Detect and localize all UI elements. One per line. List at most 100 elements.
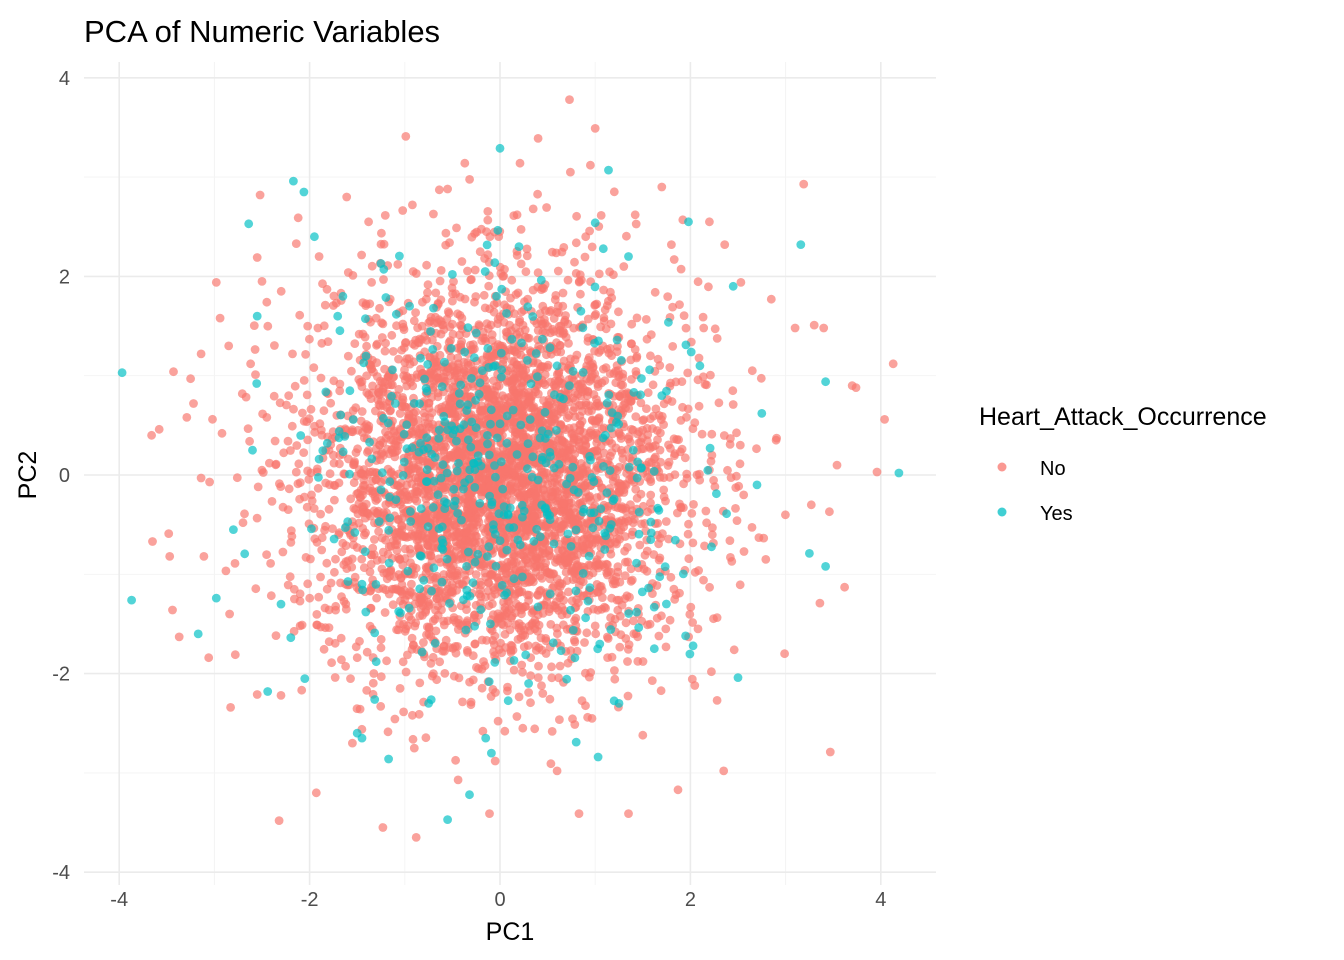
- data-point-no: [323, 337, 333, 346]
- data-point-yes: [438, 460, 448, 469]
- data-point-no: [335, 386, 345, 396]
- data-point-yes: [703, 465, 713, 475]
- data-point-yes: [427, 586, 436, 596]
- data-point-no: [511, 290, 521, 299]
- data-point-no: [747, 523, 757, 532]
- data-point-no: [591, 629, 601, 639]
- data-point-no: [546, 620, 556, 629]
- data-point-no: [204, 653, 214, 663]
- data-point-no: [809, 320, 819, 330]
- data-point-no: [555, 328, 564, 338]
- data-point-no: [357, 407, 367, 416]
- data-point-no: [306, 404, 316, 414]
- data-point-yes: [570, 653, 580, 663]
- data-point-yes: [821, 562, 830, 571]
- data-point-no: [613, 562, 623, 571]
- data-point-no: [679, 311, 689, 320]
- data-point-yes: [371, 580, 381, 589]
- data-point-yes: [525, 415, 535, 424]
- data-point-no: [620, 546, 629, 556]
- data-point-no: [330, 495, 339, 505]
- data-point-no: [663, 292, 673, 301]
- data-point-yes: [463, 323, 473, 332]
- data-point-no: [406, 549, 416, 558]
- data-point-no: [386, 565, 396, 575]
- data-point-no: [418, 297, 427, 307]
- data-point-no: [693, 277, 703, 287]
- data-point-yes: [536, 275, 546, 285]
- data-point-no: [562, 489, 572, 499]
- data-point-yes: [445, 599, 454, 608]
- data-point-yes: [565, 473, 575, 483]
- data-point-no: [565, 95, 574, 104]
- data-point-no: [551, 291, 561, 300]
- data-point-no: [221, 566, 231, 576]
- data-point-no: [509, 377, 518, 386]
- data-point-no: [271, 459, 281, 469]
- data-point-yes: [601, 531, 611, 541]
- data-point-yes: [491, 472, 500, 482]
- data-point-yes: [399, 457, 409, 467]
- data-point-yes: [422, 433, 432, 442]
- data-point-no: [687, 509, 697, 518]
- data-point-no: [526, 698, 535, 708]
- data-point-no: [452, 223, 461, 233]
- data-point-no: [542, 203, 551, 212]
- data-point-yes: [546, 452, 555, 461]
- data-point-yes: [517, 338, 526, 348]
- data-point-no: [346, 674, 355, 683]
- data-point-yes: [391, 309, 401, 319]
- data-point-no: [399, 707, 408, 717]
- data-point-yes: [456, 380, 466, 390]
- data-point-no: [376, 643, 386, 653]
- data-point-no: [636, 398, 646, 408]
- data-point-no: [394, 570, 404, 579]
- data-point-no: [616, 431, 626, 441]
- data-point-no: [629, 616, 638, 626]
- data-point-yes: [681, 340, 691, 350]
- data-point-no: [411, 308, 420, 317]
- data-point-no: [578, 465, 588, 475]
- data-point-no: [514, 692, 524, 702]
- data-point-no: [489, 307, 499, 317]
- data-point-no: [664, 457, 674, 467]
- data-point-yes: [314, 454, 324, 464]
- data-point-yes: [628, 445, 638, 455]
- data-point-no: [675, 300, 684, 309]
- data-point-yes: [395, 251, 404, 261]
- data-point-no: [723, 465, 732, 475]
- data-point-yes: [296, 431, 306, 440]
- data-point-no: [393, 260, 403, 269]
- data-point-yes: [523, 356, 532, 365]
- data-point-no: [704, 282, 713, 292]
- data-point-no: [349, 478, 359, 488]
- data-point-no: [594, 269, 604, 279]
- data-point-no: [407, 633, 417, 643]
- data-point-yes: [414, 447, 424, 457]
- data-point-yes: [299, 187, 309, 197]
- data-point-no: [500, 565, 510, 575]
- data-point-no: [557, 602, 567, 612]
- data-point-yes: [321, 387, 331, 397]
- data-point-yes: [468, 578, 478, 588]
- data-point-no: [313, 483, 323, 493]
- data-point-yes: [453, 509, 462, 518]
- data-point-no: [609, 270, 618, 280]
- data-point-yes: [556, 646, 566, 656]
- data-point-yes: [322, 438, 332, 448]
- data-point-no: [395, 684, 405, 693]
- data-point-no: [284, 484, 294, 494]
- data-point-yes: [541, 434, 550, 443]
- data-point-no: [632, 353, 641, 363]
- data-point-no: [533, 134, 543, 143]
- data-point-yes: [497, 580, 507, 590]
- data-point-no: [519, 432, 529, 442]
- data-point-no: [351, 642, 361, 652]
- data-point-yes: [361, 607, 371, 617]
- data-point-no: [483, 324, 493, 333]
- data-point-no: [457, 321, 466, 331]
- data-point-no: [312, 610, 322, 619]
- data-point-no: [398, 402, 407, 412]
- data-point-no: [425, 316, 435, 326]
- data-point-no: [386, 405, 395, 415]
